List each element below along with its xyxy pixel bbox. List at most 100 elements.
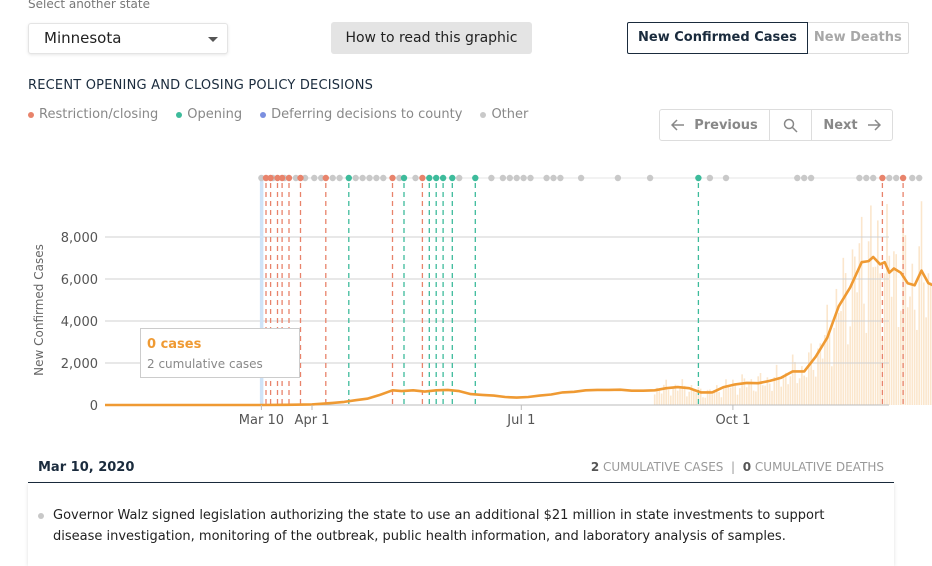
daily-bar (736, 394, 739, 405)
other-event-dot (456, 174, 463, 182)
how-to-read-button[interactable]: How to read this graphic (331, 22, 532, 54)
daily-bar (920, 201, 923, 405)
opening-event-dot (426, 174, 433, 182)
daily-bar (697, 387, 700, 405)
policy-event-dots[interactable] (258, 174, 923, 182)
daily-bar (872, 267, 874, 405)
daily-bar (863, 303, 865, 405)
restriction-event-dot (285, 174, 293, 182)
opening-event-dot (400, 174, 408, 182)
daily-bar (686, 396, 688, 405)
daily-bar (897, 327, 900, 405)
daily-bar (699, 388, 702, 405)
daily-bar (674, 384, 677, 405)
daily-bar (906, 307, 909, 405)
selected-day-band (259, 178, 264, 405)
daily-bar (757, 376, 759, 405)
policy-event-lines[interactable] (265, 183, 904, 405)
daily-bar (854, 256, 856, 405)
other-event-dot (706, 174, 714, 182)
cases-chart[interactable]: 0 2,000 4,000 6,000 8,000 Mar 10 Apr 1 Jul 1 Oc… (0, 0, 932, 450)
daily-bar (794, 362, 796, 405)
daily-bar (817, 348, 819, 405)
daily-bar (840, 311, 842, 405)
daily-bar (653, 394, 656, 405)
next-label: Next (823, 117, 858, 133)
restriction-event-dot (419, 174, 426, 182)
state-select[interactable]: Minnesota (28, 23, 228, 54)
other-event-dot (373, 174, 380, 182)
daily-bar (716, 385, 718, 405)
daily-bar (727, 386, 730, 405)
daily-bar (909, 296, 911, 405)
daily-bar (764, 385, 766, 405)
daily-bar (837, 312, 840, 405)
new-confirmed-cases-toggle[interactable]: New Confirmed Cases (627, 22, 808, 54)
daily-bar (805, 377, 808, 405)
opening-event-dot (433, 174, 440, 182)
cumulative-deaths-label: CUMULATIVE DEATHS (751, 460, 884, 474)
daily-bar (745, 387, 748, 405)
daily-bar (718, 392, 720, 405)
daily-bar (819, 343, 822, 405)
daily-bar (847, 344, 849, 405)
legend-label: Restriction/closing (39, 107, 159, 122)
daily-bar (683, 385, 686, 405)
daily-bar (665, 379, 667, 405)
daily-bar (796, 383, 799, 405)
daily-bar (911, 263, 914, 405)
daily-bar (787, 384, 789, 405)
y-tick-label: 2,000 (61, 357, 98, 372)
daily-bar (709, 389, 711, 405)
daily-bar (748, 381, 750, 405)
detail-totals: 2 CUMULATIVE CASES | 0 CUMULATIVE DEATHS (591, 460, 884, 474)
daily-bar (893, 251, 895, 405)
legend-item-restriction: Restriction/closing (28, 107, 158, 122)
y-axis-label: New Confirmed Cases (32, 244, 46, 376)
restriction-event-dot (879, 174, 886, 182)
other-event-dot (336, 174, 343, 182)
other-event-dot (893, 174, 900, 182)
daily-bar (858, 243, 861, 405)
search-icon (783, 118, 798, 133)
daily-bar (808, 352, 810, 405)
legend-dot-icon (480, 111, 487, 118)
daily-bar (888, 255, 891, 405)
other-event-dot (513, 174, 520, 182)
other-event-dot (488, 174, 495, 182)
bullet-icon (38, 513, 44, 519)
daily-bar (702, 397, 704, 405)
daily-bar (676, 390, 679, 405)
chevron-down-icon (208, 37, 218, 42)
daily-bar (755, 391, 757, 405)
other-event-dot (646, 174, 654, 182)
state-select-value: Minnesota (44, 29, 122, 47)
new-deaths-toggle[interactable]: New Deaths (807, 22, 909, 54)
daily-bar (877, 220, 879, 405)
legend-item-deferring: Deferring decisions to county (260, 107, 462, 122)
daily-bar (826, 304, 828, 405)
daily-bar (780, 386, 782, 405)
legend-label: Opening (187, 107, 243, 122)
search-button[interactable] (770, 110, 812, 140)
other-event-dot (794, 174, 801, 182)
daily-bar (775, 364, 778, 405)
daily-bar (778, 376, 780, 405)
legend-item-opening: Opening (176, 107, 242, 122)
previous-button[interactable]: Previous (660, 110, 770, 140)
daily-bar (750, 379, 753, 405)
next-button[interactable]: Next (812, 110, 892, 140)
restriction-event-dot (899, 174, 907, 182)
other-event-dot (909, 174, 916, 182)
x-tick-label: Mar 10 (239, 413, 284, 428)
other-event-dot (292, 174, 300, 182)
restriction-event-dot (262, 174, 270, 182)
daily-bar (670, 395, 672, 405)
daily-bar (923, 282, 925, 405)
y-tick-label: 8,000 (61, 231, 98, 246)
daily-bar (849, 326, 851, 405)
daily-bar (895, 254, 897, 405)
daily-bar (672, 387, 674, 405)
daily-bar (771, 390, 773, 405)
daily-bar (725, 379, 727, 405)
